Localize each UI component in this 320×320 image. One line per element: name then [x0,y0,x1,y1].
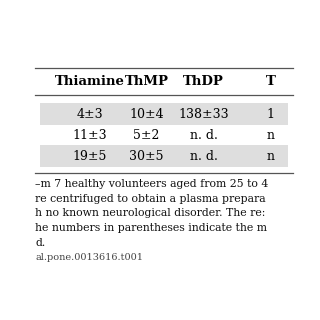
Text: T: T [266,75,276,88]
Text: ThMP: ThMP [124,75,169,88]
Bar [35,103,298,125]
Text: Thiamine: Thiamine [55,75,124,88]
Text: 11±3: 11±3 [72,129,107,142]
Text: 1: 1 [267,108,275,121]
Text: ThDP: ThDP [183,75,224,88]
Text: –m 7 healthy volunteers aged from 25 to 4: –m 7 healthy volunteers aged from 25 to … [35,179,268,189]
Text: 138±33: 138±33 [178,108,229,121]
Text: 19±5: 19±5 [72,150,107,163]
Text: 30±5: 30±5 [129,150,164,163]
Text: al.pone.0013616.t001: al.pone.0013616.t001 [35,253,143,262]
Bar [35,145,298,167]
Text: re centrifuged to obtain a plasma prepara: re centrifuged to obtain a plasma prepar… [35,194,266,204]
Text: 4±3: 4±3 [76,108,103,121]
Text: n: n [267,150,275,163]
Text: n. d.: n. d. [190,129,218,142]
Text: h no known neurological disorder. The re:: h no known neurological disorder. The re… [35,208,265,219]
Text: d.: d. [35,238,45,248]
Text: 5±2: 5±2 [133,129,160,142]
Text: n. d.: n. d. [190,150,218,163]
Text: 10±4: 10±4 [129,108,164,121]
Text: n: n [267,129,275,142]
Text: he numbers in parentheses indicate the m: he numbers in parentheses indicate the m [35,223,267,233]
